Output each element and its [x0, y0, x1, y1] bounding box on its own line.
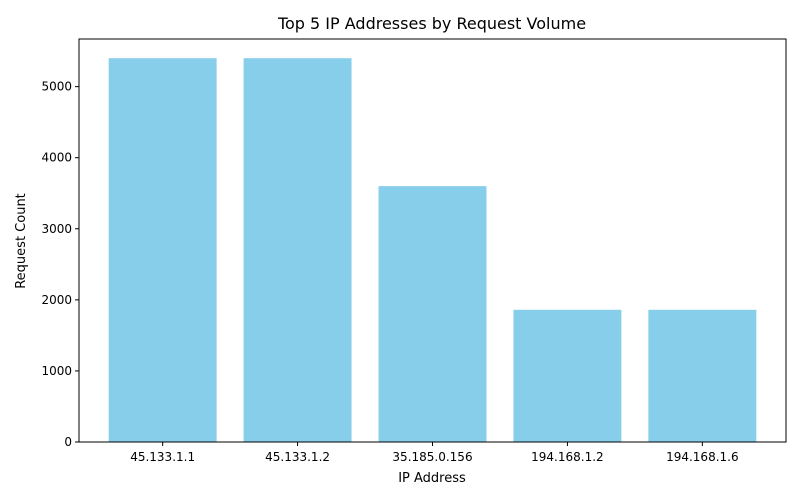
y-axis-ticks: 0 1000 2000 3000 4000 5000 [41, 80, 79, 449]
axes-frame [78, 38, 787, 443]
y-tick-label: 3000 [41, 222, 72, 236]
x-tick-label: 194.168.1.6 [666, 450, 739, 464]
x-axis-label: IP Address [398, 471, 466, 486]
x-tick-label: 194.168.1.2 [531, 450, 604, 464]
x-axis-ticks: 45.133.1.1 45.133.1.2 35.185.0.156 194.168.… [130, 442, 739, 464]
plot-frame [78, 38, 787, 443]
chart-title: Top 5 IP Addresses by Request Volume [277, 14, 586, 33]
x-tick-label: 35.185.0.156 [392, 450, 472, 464]
bar-3 [378, 186, 487, 442]
bar-1 [108, 58, 217, 442]
y-tick-label: 1000 [41, 364, 72, 378]
y-tick-label: 2000 [41, 293, 72, 307]
bar-2 [243, 58, 352, 442]
x-tick-label: 45.133.1.2 [265, 450, 330, 464]
y-tick-label: 4000 [41, 151, 72, 165]
x-tick-label: 45.133.1.1 [130, 450, 195, 464]
y-axis-label: Request Count [14, 193, 29, 289]
y-tick-label: 0 [64, 435, 72, 449]
y-tick-label: 5000 [41, 80, 72, 94]
bars [108, 58, 757, 442]
bar-5 [648, 309, 757, 442]
bar-4 [513, 309, 622, 442]
